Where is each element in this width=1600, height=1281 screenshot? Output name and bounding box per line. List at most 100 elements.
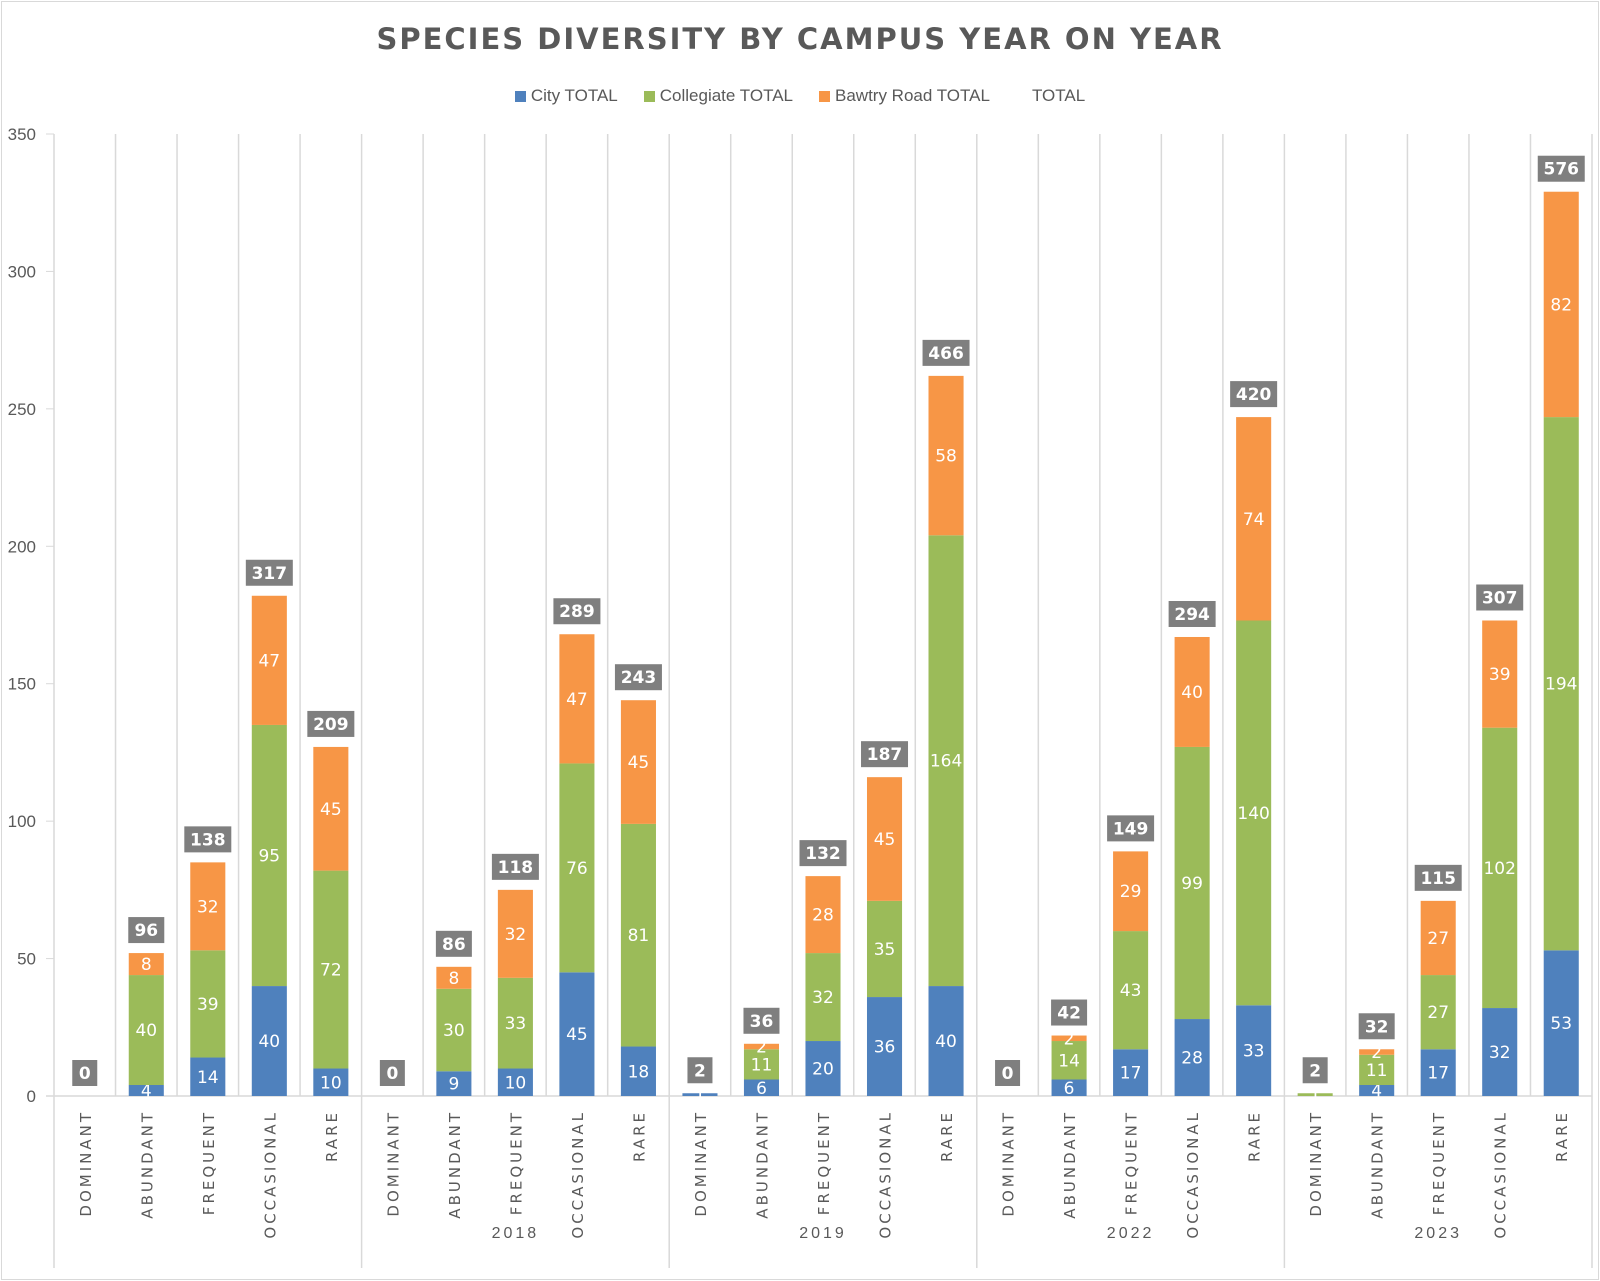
data-label-collegiate: 95 <box>258 847 280 867</box>
y-tick-label: 350 <box>8 125 36 144</box>
bar-segment-collegiate <box>1113 931 1149 1050</box>
total-label-box <box>614 664 662 691</box>
bar-segment-collegiate <box>1297 1093 1333 1096</box>
y-tick-label: 300 <box>8 262 36 281</box>
total-label: 86 <box>442 935 466 955</box>
data-label-bawtry: 8 <box>448 969 459 989</box>
data-label-bawtry: 74 <box>1243 510 1265 530</box>
legend: City TOTAL Collegiate TOTAL Bawtry Road … <box>0 86 1600 106</box>
data-label-collegiate: 194 <box>1545 675 1577 695</box>
legend-swatch-city <box>514 90 526 102</box>
data-label-city: 40 <box>935 1032 957 1052</box>
bar-segment-city <box>559 972 595 1096</box>
data-label-bawtry: 2 <box>1371 1043 1382 1063</box>
data-label-bawtry: 40 <box>1181 683 1203 703</box>
data-label-bawtry: 39 <box>1489 665 1511 685</box>
data-label-collegiate: 32 <box>812 988 834 1008</box>
data-label-collegiate: 14 <box>1058 1051 1080 1071</box>
category-label: FREQUENT <box>200 1110 218 1215</box>
category-label: RARE <box>630 1110 648 1162</box>
bar-segment-city <box>620 1046 656 1096</box>
bar-segment-city <box>1051 1079 1087 1096</box>
bar-segment-collegiate <box>1359 1054 1395 1086</box>
chart-title: SPECIES DIVERSITY BY CAMPUS YEAR ON YEAR <box>376 22 1224 56</box>
data-label-city: 45 <box>566 1025 588 1045</box>
bar-segment-bawtry <box>1543 191 1579 418</box>
legend-label-city: City TOTAL <box>530 86 618 105</box>
total-label-box <box>922 339 970 366</box>
bar-segment-city <box>866 997 903 1096</box>
data-label-bawtry: 2 <box>756 1038 767 1058</box>
data-label-collegiate: 140 <box>1237 804 1269 824</box>
legend-item-bawtry[interactable]: Bawtry Road TOTAL <box>819 86 990 106</box>
data-label-city: 40 <box>258 1032 280 1052</box>
bar-segment-collegiate <box>251 724 287 987</box>
data-label-collegiate: 11 <box>1366 1061 1388 1081</box>
total-label-box <box>1168 600 1216 627</box>
y-tick-label: 150 <box>8 675 36 694</box>
data-label-collegiate: 11 <box>751 1055 773 1075</box>
data-label-city: 53 <box>1550 1014 1572 1034</box>
category-label: OCCASIONAL <box>1492 1110 1510 1239</box>
bar-segment-collegiate <box>1420 975 1456 1050</box>
total-label: 32 <box>1365 1017 1389 1037</box>
bar-segment-collegiate <box>128 975 164 1086</box>
bar-segment-city <box>1543 950 1579 1096</box>
y-tick-label: 250 <box>8 400 36 419</box>
legend-swatch-collegiate <box>643 90 655 102</box>
total-label-box <box>687 1057 713 1084</box>
data-label-city: 10 <box>505 1073 527 1093</box>
bar-segment-bawtry <box>866 777 903 901</box>
bar-segment-bawtry <box>1359 1049 1395 1055</box>
bar-segment-city <box>1113 1049 1149 1096</box>
bar-segment-city <box>1420 1049 1456 1096</box>
bar-segment-collegiate <box>1051 1041 1087 1080</box>
category-label: FREQUENT <box>815 1110 833 1215</box>
legend-item-city[interactable]: City TOTAL <box>514 86 618 106</box>
category-label: ABUNDANT <box>138 1110 156 1219</box>
data-label-city: 4 <box>141 1082 152 1102</box>
total-label: 96 <box>134 921 158 941</box>
category-label: RARE <box>1246 1110 1264 1162</box>
total-label-box <box>995 1060 1021 1086</box>
total-label-box <box>491 853 539 880</box>
bar-segment-city <box>497 1068 533 1096</box>
data-label-bawtry: 58 <box>935 447 957 467</box>
bar-segment-city <box>436 1071 472 1096</box>
bar-segment-bawtry <box>436 966 472 989</box>
bar-segment-collegiate <box>1543 417 1579 951</box>
category-label: OCCASIONAL <box>1184 1110 1202 1239</box>
data-label-city: 36 <box>874 1038 896 1058</box>
data-label-collegiate: 81 <box>628 926 650 946</box>
legend-item-total[interactable]: TOTAL <box>1016 86 1085 106</box>
data-label-bawtry: 45 <box>874 830 896 850</box>
total-label-box <box>743 1007 780 1034</box>
total-label-box <box>1476 584 1524 611</box>
data-label-city: 14 <box>197 1068 219 1088</box>
bar-segment-collegiate <box>620 823 656 1047</box>
total-label: 294 <box>1174 605 1210 625</box>
total-label-box <box>245 559 293 586</box>
total-label: 0 <box>79 1064 91 1084</box>
data-label-city: 33 <box>1243 1042 1265 1062</box>
category-label: DOMINANT <box>384 1110 402 1217</box>
category-label: RARE <box>1553 1110 1571 1162</box>
category-label: RARE <box>938 1110 956 1162</box>
bar-segment-bawtry <box>805 876 841 954</box>
bar-segment-collegiate <box>866 900 903 998</box>
category-label: ABUNDANT <box>1061 1110 1079 1219</box>
data-label-collegiate: 1 <box>1310 1086 1321 1106</box>
data-label-city: 6 <box>756 1079 767 1099</box>
y-tick-label: 0 <box>27 1087 36 1106</box>
group-label: 2019 <box>799 1225 847 1242</box>
category-label: DOMINANT <box>77 1110 95 1217</box>
bar-segment-city <box>805 1041 841 1096</box>
bar-segment-collegiate <box>1482 727 1518 1009</box>
group-label: 2022 <box>1107 1225 1155 1242</box>
data-label-collegiate: 43 <box>1120 981 1142 1001</box>
total-label: 132 <box>805 844 841 864</box>
total-label-box <box>184 826 232 853</box>
bar-segment-collegiate <box>805 953 841 1042</box>
data-label-bawtry: 29 <box>1120 882 1142 902</box>
legend-item-collegiate[interactable]: Collegiate TOTAL <box>643 86 793 106</box>
